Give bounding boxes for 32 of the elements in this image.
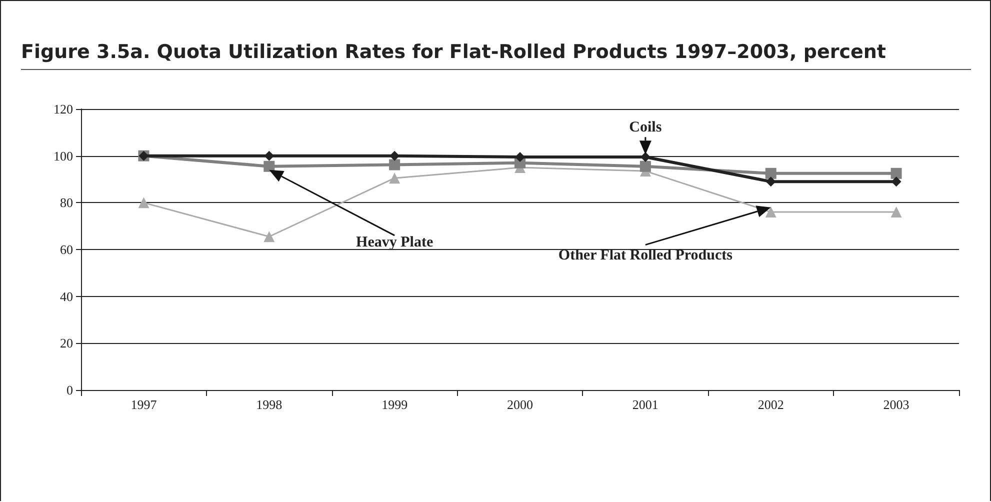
x-tick-label: 2003 — [883, 397, 910, 412]
y-tick-label: 80 — [60, 195, 73, 210]
point — [264, 160, 275, 172]
point — [891, 176, 902, 187]
point — [515, 152, 525, 162]
point — [890, 168, 902, 179]
x-tick-label: 1997 — [130, 397, 158, 412]
y-tick-label: 60 — [60, 242, 73, 257]
x-tick-label: 1998 — [256, 397, 282, 412]
series-label: Coils — [629, 120, 662, 136]
point — [264, 150, 274, 161]
y-tick-label: 20 — [60, 336, 73, 351]
point — [389, 172, 400, 184]
y-tick-label: 0 — [66, 382, 73, 398]
y-tick-label: 120 — [54, 102, 73, 116]
x-tick-label: 1999 — [382, 397, 408, 412]
y-tick-label: 100 — [54, 148, 73, 164]
point — [390, 150, 400, 161]
chart-title: Figure 3.5a. Quota Utilization Rates for Flat-Rolled Products 1997–2003, percent — [21, 41, 971, 70]
x-tick-label: 2001 — [632, 397, 658, 412]
point — [765, 168, 776, 179]
x-tick-label: 2000 — [507, 397, 533, 412]
y-tick-label: 40 — [60, 288, 73, 304]
point — [138, 197, 150, 208]
x-tick-label: 2002 — [758, 397, 784, 412]
point — [264, 231, 275, 242]
point — [765, 206, 776, 218]
point — [640, 160, 651, 172]
point — [389, 159, 400, 170]
point — [890, 206, 902, 218]
point — [766, 176, 776, 187]
text: Heavy Plate — [356, 234, 434, 250]
